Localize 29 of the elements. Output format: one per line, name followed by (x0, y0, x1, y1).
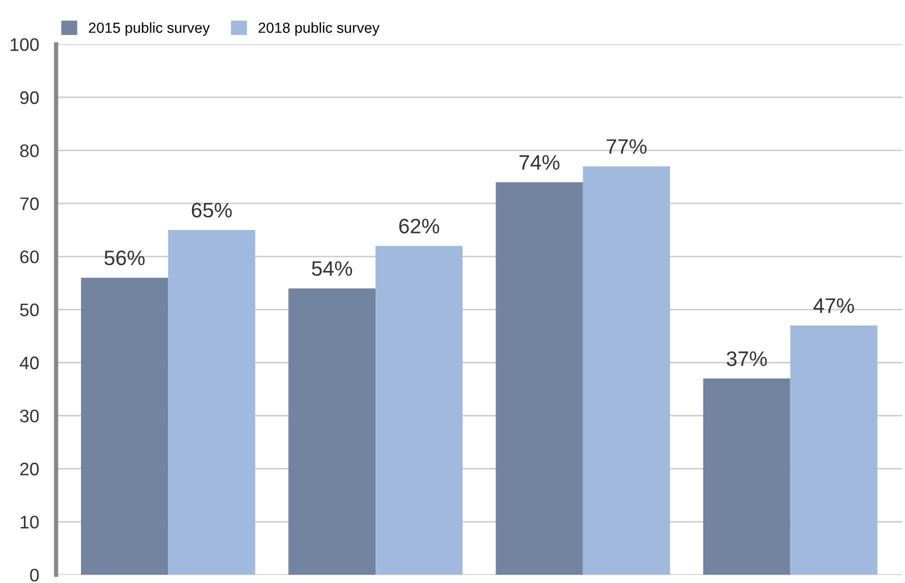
legend-label: 2015 public survey (88, 22, 210, 36)
data-label: 74% (520, 155, 560, 170)
bar (703, 378, 790, 575)
y-tick-label: 70 (20, 197, 39, 210)
y-tick-label: 30 (20, 410, 39, 422)
data-label: 65% (192, 202, 232, 218)
bar (496, 182, 583, 575)
y-tick-label: 80 (20, 144, 39, 158)
bar (376, 246, 463, 575)
bar (288, 288, 376, 575)
bar (582, 166, 670, 575)
y-tick-label: 60 (20, 250, 39, 264)
data-label: 77% (606, 139, 647, 154)
data-label: 54% (312, 261, 352, 276)
bar (81, 278, 168, 575)
y-tick-label: 10 (20, 516, 39, 529)
y-tick-label: 50 (20, 304, 39, 316)
bar (168, 230, 256, 575)
y-tick-label: 100 (10, 38, 39, 52)
legend-label: 2018 public survey (258, 22, 380, 36)
y-tick-label: 20 (20, 462, 39, 476)
y-tick-label: 40 (20, 356, 39, 370)
data-label: 37% (726, 351, 767, 366)
y-tick-label: 90 (20, 91, 39, 104)
bar (790, 325, 878, 575)
data-label: 47% (813, 298, 854, 313)
y-tick-label: 0 (30, 568, 39, 582)
data-label: 62% (399, 218, 440, 234)
data-label: 56% (104, 250, 145, 266)
